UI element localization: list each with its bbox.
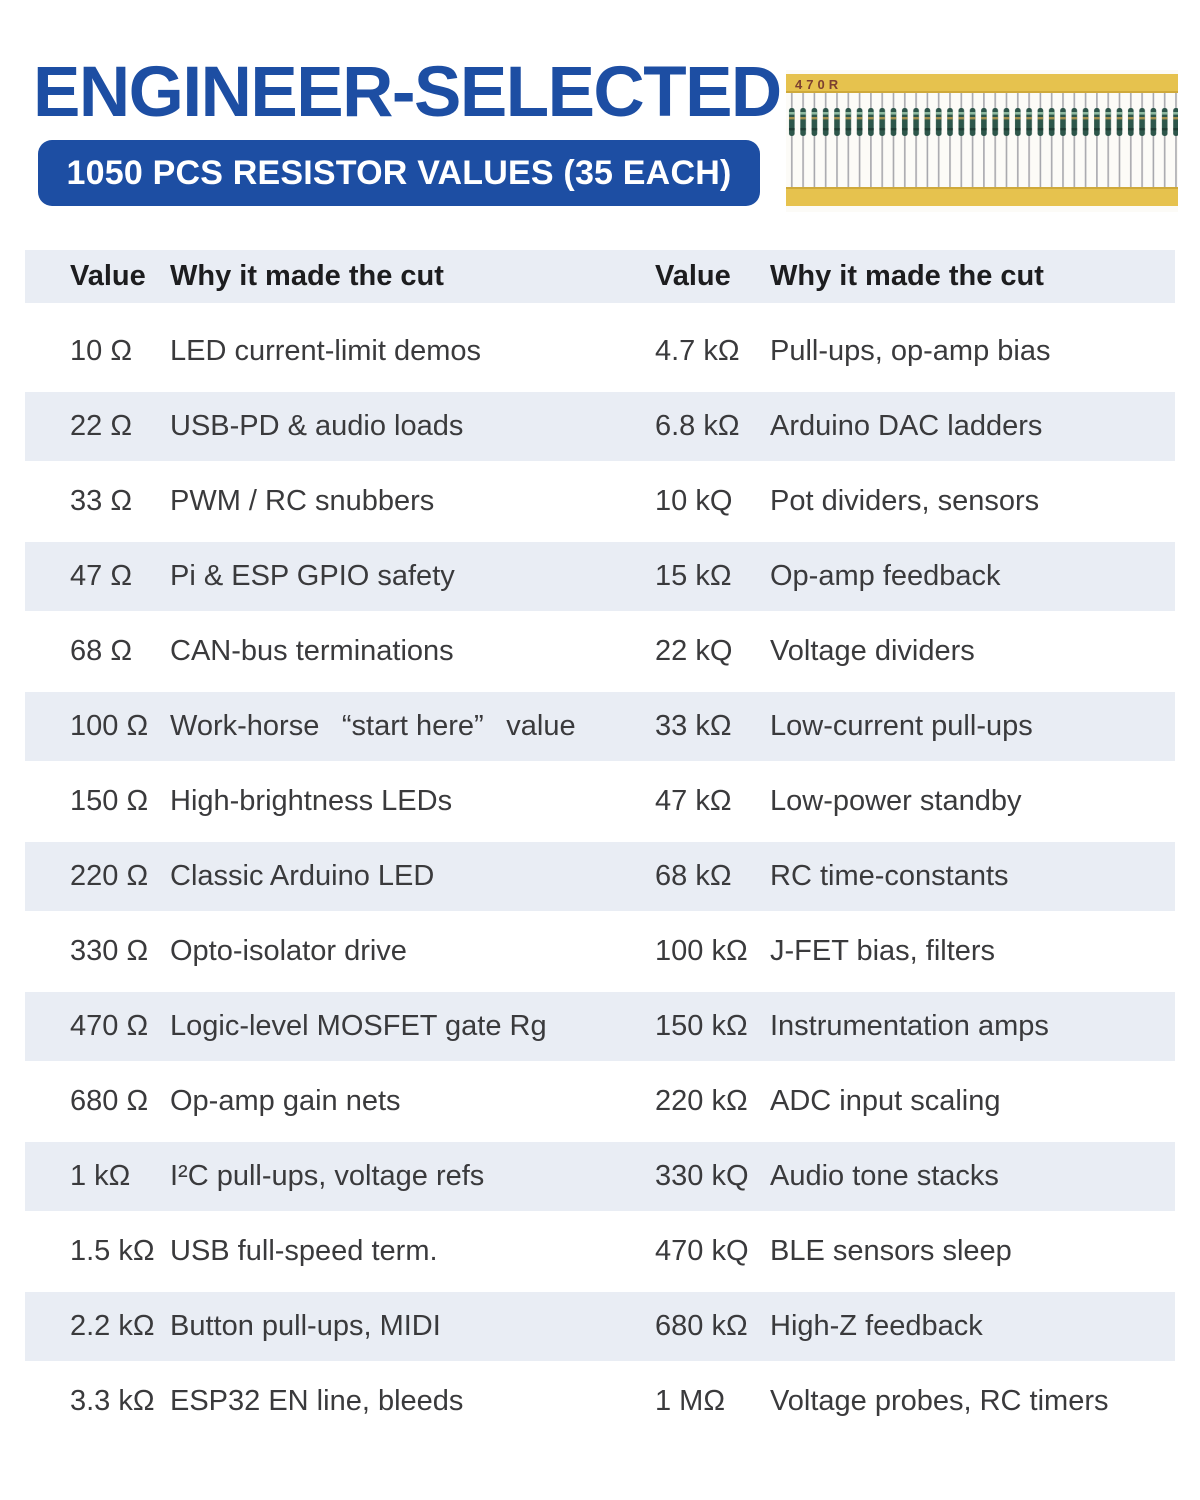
reason-cell: RC time-constants — [770, 860, 1009, 892]
reason-cell: Pot dividers, sensors — [770, 485, 1040, 517]
resistor-table: Value Why it made the cut Value Why it m… — [25, 239, 1175, 1439]
value-cell: 68 kΩ — [655, 860, 732, 892]
value-cell: 100 kΩ — [655, 935, 748, 967]
value-cell: 15 kΩ — [655, 560, 732, 592]
table-row: 470 Ω Logic-level MOSFET gate Rg 150 kΩ Ins… — [25, 989, 1175, 1064]
value-cell: 6.8 kΩ — [655, 410, 740, 442]
table-row: 33 Ω PWM / RC snubbers 10 kQ Pot dividers, … — [25, 464, 1175, 539]
table-row: 220 Ω Classic Arduino LED 68 kΩ RC time-con… — [25, 839, 1175, 914]
value-cell: 680 kΩ — [655, 1310, 748, 1342]
value-cell: 22 Ω — [70, 410, 132, 442]
reason-cell: Voltage probes, RC timers — [770, 1385, 1109, 1417]
reason-cell: LED current-limit demos — [170, 335, 482, 367]
reason-cell: Audio tone stacks — [770, 1160, 999, 1192]
reason-cell: Logic-level MOSFET gate Rg — [170, 1010, 547, 1042]
table-row: 10 Ω LED current-limit demos 4.7 kΩ Pull-up… — [25, 314, 1175, 389]
value-cell: 10 Ω — [70, 335, 132, 367]
reason-cell: I²C pull-ups, voltage refs — [170, 1160, 485, 1192]
reason-cell: Voltage dividers — [770, 635, 975, 667]
value-cell: 1 MΩ — [655, 1385, 726, 1417]
value-cell: 220 Ω — [70, 860, 149, 892]
table-body: 10 Ω LED current-limit demos 4.7 kΩ Pull-up… — [25, 314, 1175, 1439]
value-cell: 100 Ω — [70, 710, 149, 742]
reason-cell: High-brightness LEDs — [170, 785, 453, 817]
resistor-strip-image: 470R — [786, 70, 1178, 212]
value-cell: 1 kΩ — [70, 1160, 131, 1192]
table-row: 3.3 kΩ ESP32 EN line, bleeds 1 MΩ Voltage p… — [25, 1364, 1175, 1439]
reason-cell: Instrumentation amps — [770, 1010, 1049, 1042]
reason-cell: Opto-isolator drive — [170, 935, 407, 967]
value-cell: 680 Ω — [70, 1085, 149, 1117]
reason-cell: Pull-ups, op-amp bias — [770, 335, 1051, 367]
table-header-row: Value Why it made the cut Value Why it m… — [25, 239, 1175, 314]
reason-cell: High-Z feedback — [770, 1310, 983, 1342]
value-cell: 470 kQ — [655, 1235, 749, 1267]
table-row: 22 Ω USB-PD & audio loads 6.8 kΩ Arduino DA… — [25, 389, 1175, 464]
value-cell: 47 Ω — [70, 560, 132, 592]
value-cell: 10 kQ — [655, 485, 733, 517]
reason-cell: Low-current pull-ups — [770, 710, 1033, 742]
value-cell: 33 kΩ — [655, 710, 732, 742]
reason-cell: J-FET bias, filters — [770, 935, 996, 967]
value-cell: 47 kΩ — [655, 785, 732, 817]
table-row: 100 Ω Work-horse “start here” value 33 kΩ L… — [25, 689, 1175, 764]
value-cell: 330 kQ — [655, 1160, 749, 1192]
reason-cell: USB-PD & audio loads — [170, 410, 464, 442]
tape-value-label: 470R — [795, 77, 842, 92]
value-cell: 150 Ω — [70, 785, 149, 817]
reason-cell: Op-amp feedback — [770, 560, 1001, 592]
value-cell: 150 kΩ — [655, 1010, 748, 1042]
reason-cell: Op-amp gain nets — [170, 1085, 401, 1117]
table-row: 47 Ω Pi & ESP GPIO safety 15 kΩ Op-amp feed… — [25, 539, 1175, 614]
value-cell: 470 Ω — [70, 1010, 149, 1042]
value-cell: 220 kΩ — [655, 1085, 748, 1117]
value-cell: 2.2 kΩ — [70, 1310, 155, 1342]
table-row: 1 kΩ I²C pull-ups, voltage refs 330 kQ Audi… — [25, 1139, 1175, 1214]
value-cell: 4.7 kΩ — [655, 335, 740, 367]
tape-bottom — [786, 187, 1178, 206]
value-cell: 1.5 kΩ — [70, 1235, 155, 1267]
reason-cell: Low-power standby — [770, 785, 1022, 817]
subtitle-banner-label: 1050 PCS RESISTOR VALUES (35 EACH) — [66, 153, 732, 192]
reason-cell: Arduino DAC ladders — [770, 410, 1043, 442]
table-row: 680 Ω Op-amp gain nets 220 kΩ ADC input sca… — [25, 1064, 1175, 1139]
column-header-value-right: Value — [655, 260, 731, 292]
reason-cell: ADC input scaling — [770, 1085, 1001, 1117]
value-cell: 22 kQ — [655, 635, 733, 667]
tape-top — [786, 74, 1178, 93]
reason-cell: Work-horse “start here” value — [170, 710, 576, 742]
reason-cell: BLE sensors sleep — [770, 1235, 1012, 1267]
reason-cell: ESP32 EN line, bleeds — [170, 1385, 464, 1417]
reason-cell: CAN-bus terminations — [170, 635, 454, 667]
reason-cell: Classic Arduino LED — [170, 860, 435, 892]
subtitle-banner: 1050 PCS RESISTOR VALUES (35 EACH) — [38, 140, 760, 206]
table-row: 2.2 kΩ Button pull-ups, MIDI 680 kΩ High-Z … — [25, 1289, 1175, 1364]
value-cell: 3.3 kΩ — [70, 1385, 155, 1417]
column-header-reason-right: Why it made the cut — [770, 260, 1044, 292]
column-header-reason-left: Why it made the cut — [170, 260, 444, 292]
value-cell: 330 Ω — [70, 935, 149, 967]
reason-cell: PWM / RC snubbers — [170, 485, 435, 517]
table-row: 68 Ω CAN-bus terminations 22 kQ Voltage div… — [25, 614, 1175, 689]
value-cell: 68 Ω — [70, 635, 132, 667]
column-header-value-left: Value — [70, 260, 146, 292]
table-row: 1.5 kΩ USB full-speed term. 470 kQ BLE sens… — [25, 1214, 1175, 1289]
table-row: 330 Ω Opto-isolator drive 100 kΩ J-FET bias… — [25, 914, 1175, 989]
reason-cell: Button pull-ups, MIDI — [170, 1310, 441, 1342]
reason-cell: USB full-speed term. — [170, 1235, 438, 1267]
reason-cell: Pi & ESP GPIO safety — [170, 560, 455, 592]
resistors-and-leads — [786, 93, 1178, 187]
table-row: 150 Ω High-brightness LEDs 47 kΩ Low-power … — [25, 764, 1175, 839]
value-cell: 33 Ω — [70, 485, 132, 517]
page-title: ENGINEER-SELECTED — [33, 53, 782, 132]
